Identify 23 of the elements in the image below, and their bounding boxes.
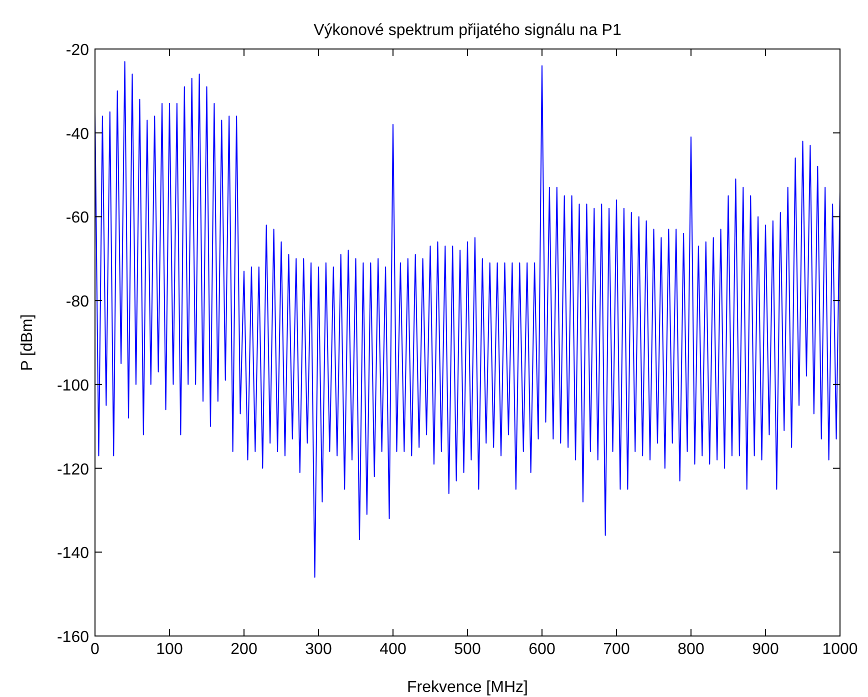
x-tick-label: 600 <box>528 641 556 658</box>
y-tick-label: -140 <box>56 545 90 562</box>
x-tick-label: 900 <box>752 641 779 658</box>
y-tick-label: -160 <box>56 629 90 646</box>
x-tick-label: 700 <box>603 641 630 658</box>
chart-title: Výkonové spektrum přijatého signálu na P1 <box>314 22 622 39</box>
y-tick-label: -80 <box>66 294 90 311</box>
x-tick-label: 800 <box>678 641 704 658</box>
x-tick-label: 1000 <box>822 641 858 658</box>
x-tick-label: 300 <box>305 641 332 658</box>
y-tick-label: -40 <box>66 126 90 143</box>
y-tick-label: -20 <box>66 42 90 59</box>
line-series <box>95 61 840 578</box>
x-tick-label: 500 <box>454 641 481 658</box>
x-tick-label: 0 <box>90 641 100 658</box>
y-tick-label: -60 <box>66 210 90 227</box>
x-axis-title: Frekvence [MHz] <box>407 679 528 696</box>
y-axis-title: P [dBm] <box>19 314 36 371</box>
y-tick-label: -120 <box>56 461 90 478</box>
x-tick-label: 100 <box>156 641 183 658</box>
x-tick-label: 400 <box>380 641 406 658</box>
x-tick-label: 200 <box>230 641 258 658</box>
y-tick-label: -100 <box>56 377 90 394</box>
